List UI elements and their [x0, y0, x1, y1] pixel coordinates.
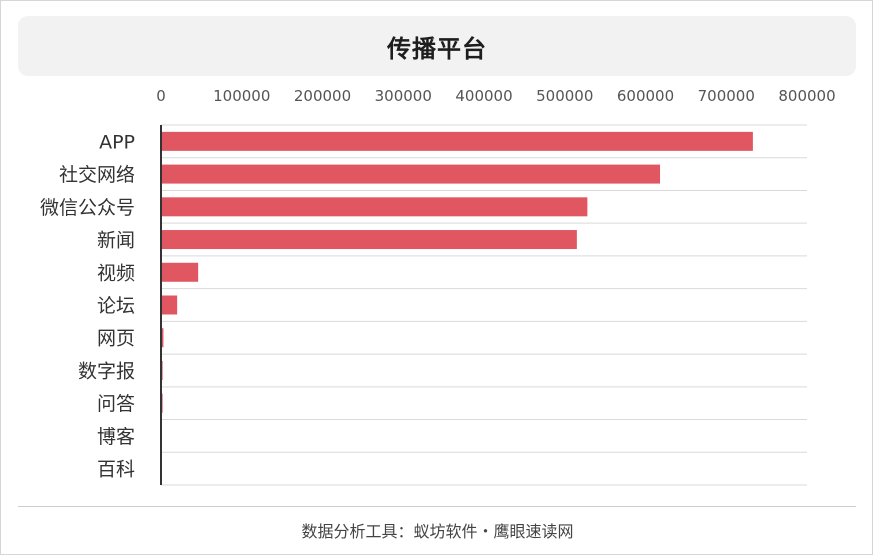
footer-credit: 数据分析工具：蚁坊软件・鹰眼速读网 [1, 518, 873, 542]
footer-divider [18, 506, 856, 507]
category-label: APP [99, 131, 135, 153]
category-label: 问答 [97, 393, 135, 415]
bar [161, 296, 177, 315]
bar [161, 230, 577, 249]
category-label: 数字报 [78, 360, 135, 382]
x-tick-label: 200000 [294, 87, 351, 105]
category-label: 百科 [97, 459, 135, 481]
category-label: 新闻 [97, 230, 135, 252]
x-tick-label: 700000 [698, 87, 755, 105]
x-tick-label: 500000 [536, 87, 593, 105]
bar [161, 197, 587, 216]
x-tick-label: 300000 [375, 87, 432, 105]
x-tick-labels: 0 100000 200000 300000 400000 500000 600000 700… [156, 87, 835, 105]
bar [161, 263, 198, 282]
x-tick-label: 0 [156, 87, 166, 105]
bar [161, 132, 753, 151]
category-label: 论坛 [97, 295, 135, 317]
bar [161, 165, 660, 184]
category-label: 视频 [97, 262, 135, 284]
category-label: 社交网络 [59, 164, 135, 186]
category-label: 微信公众号 [40, 197, 135, 219]
x-tick-label: 600000 [617, 87, 674, 105]
bars [161, 132, 753, 478]
category-label: 网页 [97, 328, 135, 350]
category-label: 博客 [97, 426, 135, 448]
x-tick-label: 800000 [778, 87, 835, 105]
x-tick-label: 400000 [455, 87, 512, 105]
x-tick-label: 100000 [213, 87, 270, 105]
